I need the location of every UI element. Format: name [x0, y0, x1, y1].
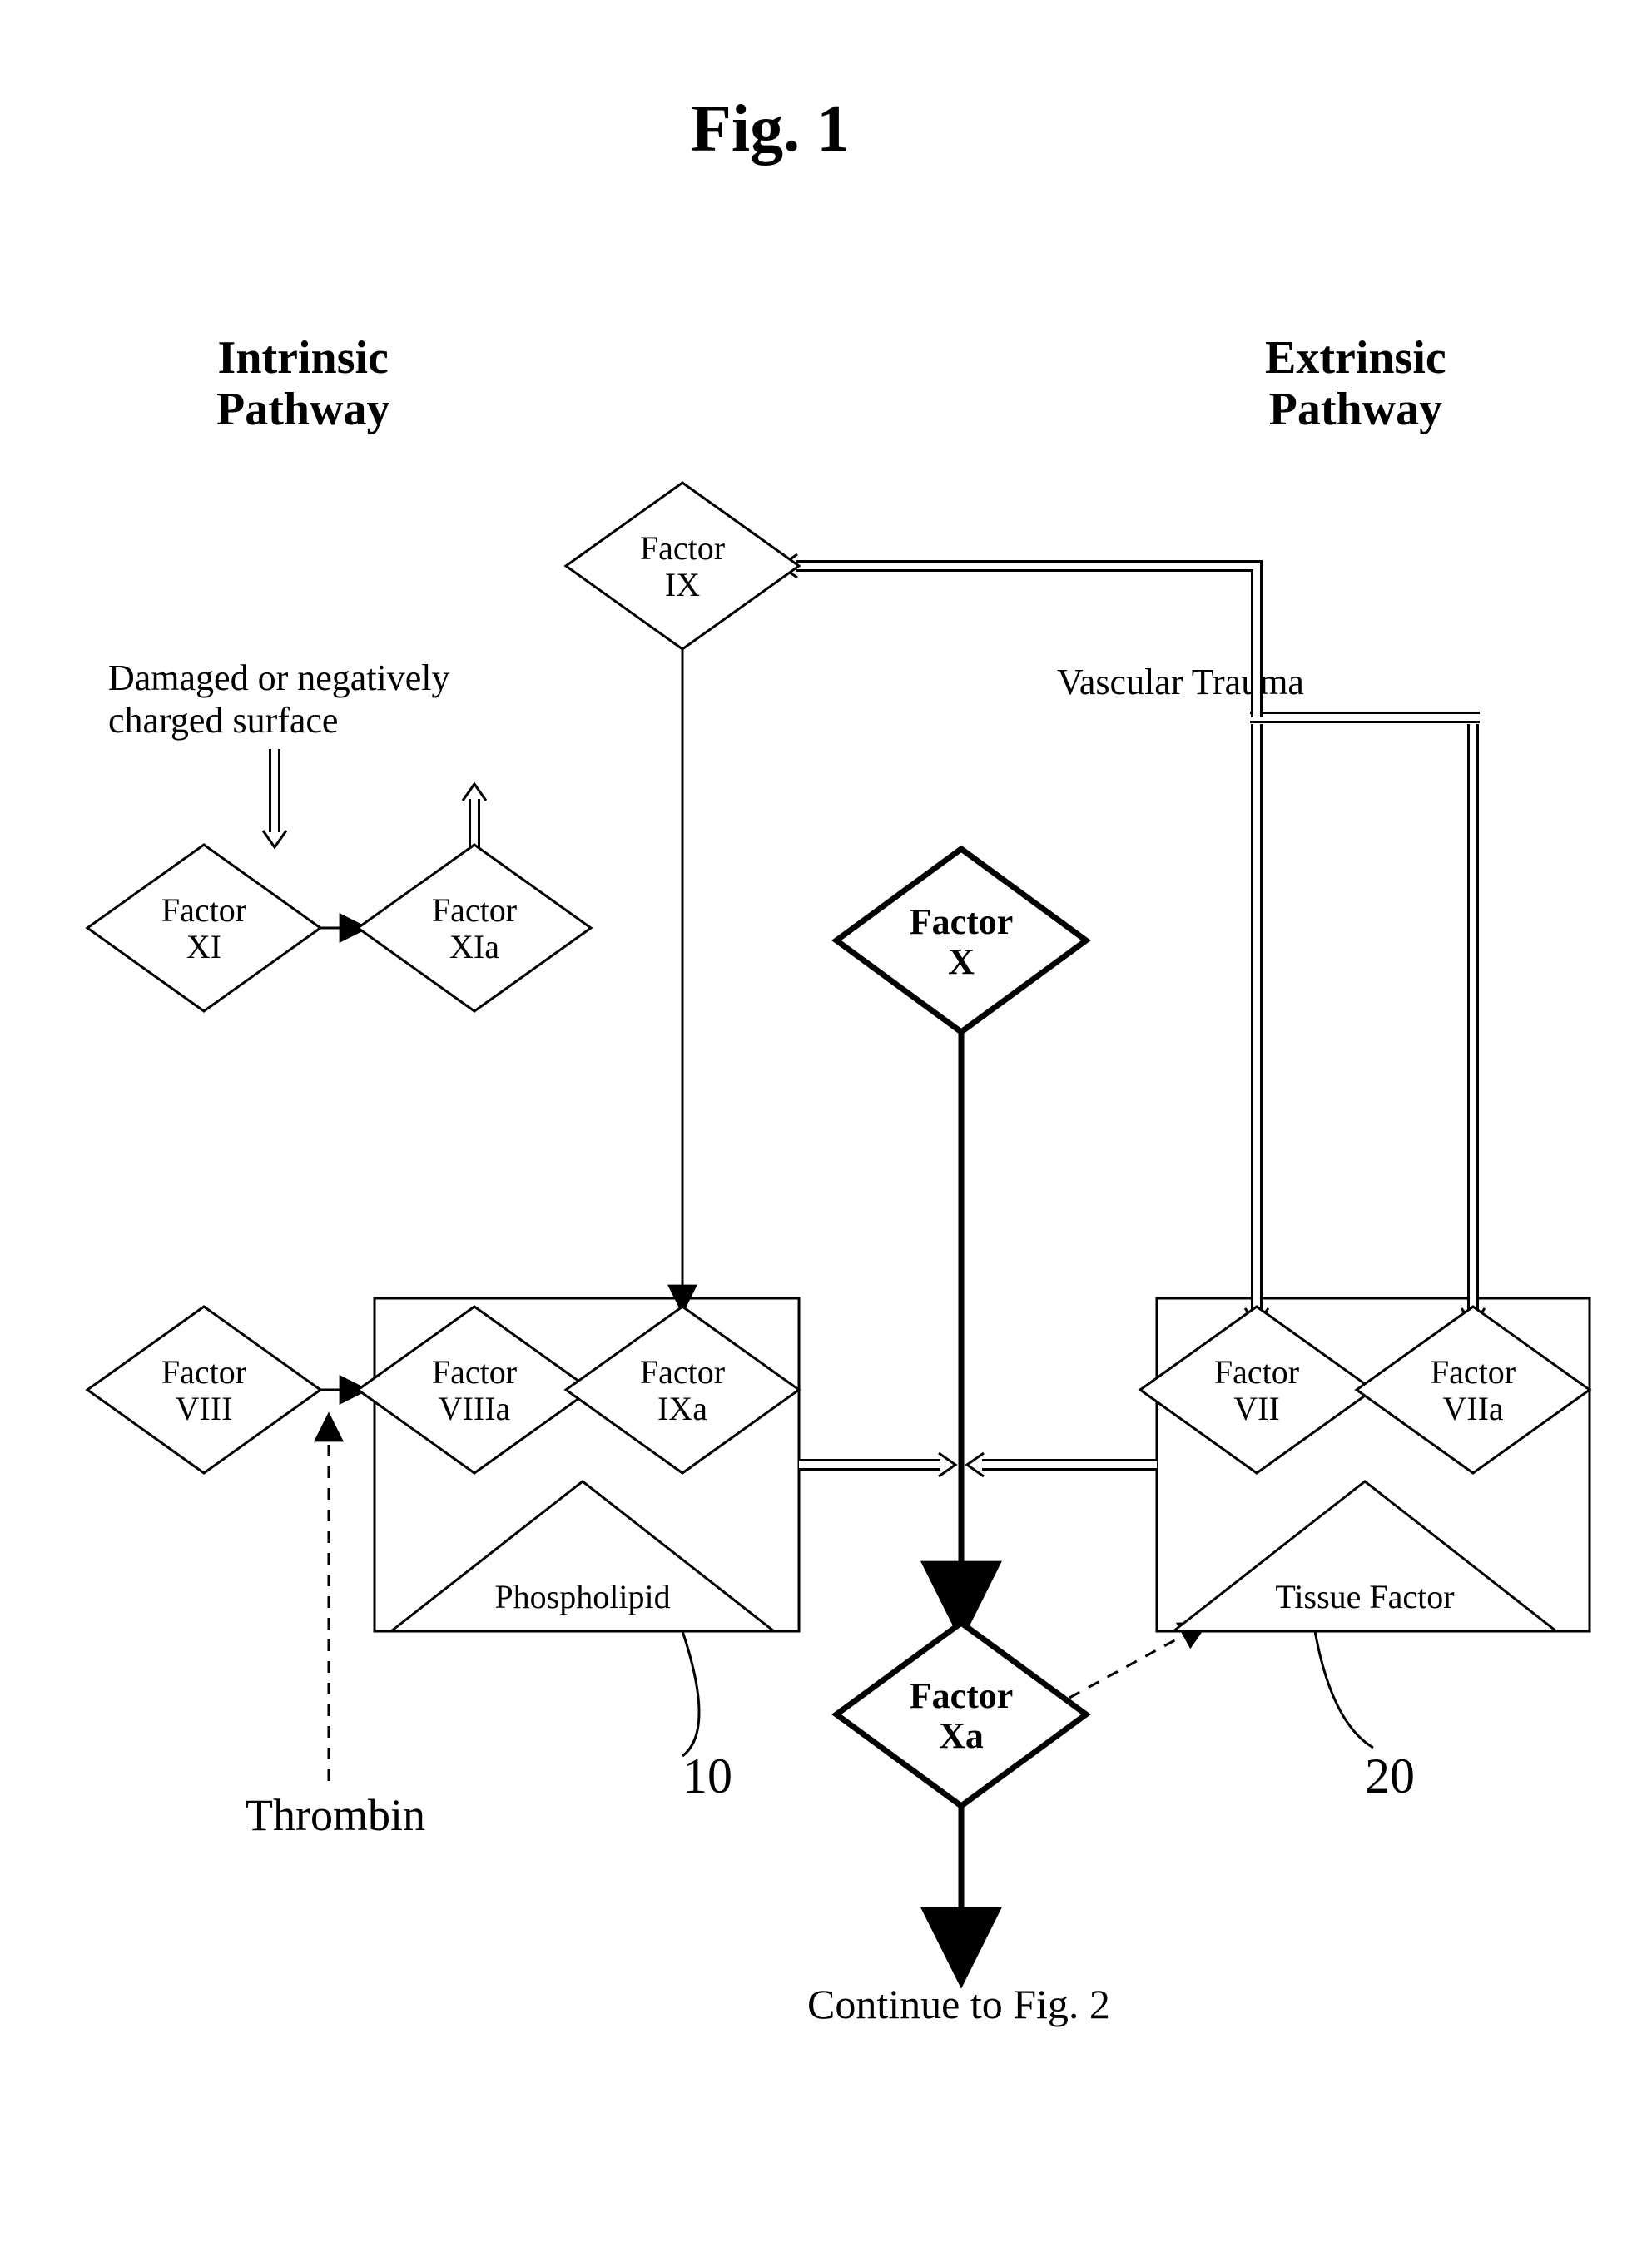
svg-text:Factor: Factor	[1431, 1353, 1516, 1391]
tissue-factor-triangle: Tissue Factor	[1173, 1481, 1556, 1631]
factor-xia-diamond: FactorXIa	[358, 845, 591, 1011]
svg-text:Factor: Factor	[1214, 1353, 1299, 1391]
svg-text:Factor: Factor	[161, 891, 246, 929]
diagram-canvas: Fig. 1 Intrinsic Pathway Extrinsic Pathw…	[0, 0, 1652, 2267]
trauma-to-ix	[796, 566, 1257, 717]
diagram-svg: PhospholipidTissue FactorFactorIXFactorX…	[0, 0, 1652, 2267]
svg-text:VIII: VIII	[176, 1390, 233, 1427]
factor-viiia-diamond: FactorVIIIa	[358, 1307, 591, 1473]
svg-text:VII: VII	[1233, 1390, 1280, 1427]
ref10-lead	[682, 1631, 699, 1756]
svg-text:XI: XI	[186, 928, 221, 965]
svg-text:Factor: Factor	[432, 891, 517, 929]
factor-xa-diamond: FactorXa	[836, 1623, 1086, 1806]
svg-text:Factor: Factor	[640, 529, 725, 567]
svg-text:VIIa: VIIa	[1442, 1390, 1504, 1427]
svg-text:Tissue Factor: Tissue Factor	[1275, 1578, 1454, 1615]
svg-text:Factor: Factor	[161, 1353, 246, 1391]
factor-ix-diamond: FactorIX	[566, 483, 799, 649]
svg-text:Phospholipid: Phospholipid	[494, 1578, 670, 1615]
factor-vii-diamond: FactorVII	[1140, 1307, 1373, 1473]
svg-text:Factor: Factor	[640, 1353, 725, 1391]
svg-text:IX: IX	[665, 566, 700, 603]
svg-text:X: X	[948, 941, 975, 982]
svg-text:Factor: Factor	[910, 901, 1014, 942]
svg-text:XIa: XIa	[449, 928, 499, 965]
factor-x-diamond: FactorX	[836, 849, 1086, 1032]
phospholipid-triangle: Phospholipid	[391, 1481, 774, 1631]
factor-xi-diamond: FactorXI	[87, 845, 320, 1011]
xa-feedback-dashed	[1069, 1623, 1207, 1698]
ref20-lead	[1315, 1631, 1373, 1748]
svg-text:Factor: Factor	[910, 1675, 1014, 1716]
svg-text:VIIIa: VIIIa	[439, 1390, 511, 1427]
factor-ixa-diamond: FactorIXa	[566, 1307, 799, 1473]
svg-text:Xa: Xa	[939, 1715, 984, 1756]
factor-viii-diamond: FactorVIII	[87, 1307, 320, 1473]
svg-text:Factor: Factor	[432, 1353, 517, 1391]
factor-viia-diamond: FactorVIIa	[1357, 1307, 1590, 1473]
svg-text:IXa: IXa	[657, 1390, 707, 1427]
